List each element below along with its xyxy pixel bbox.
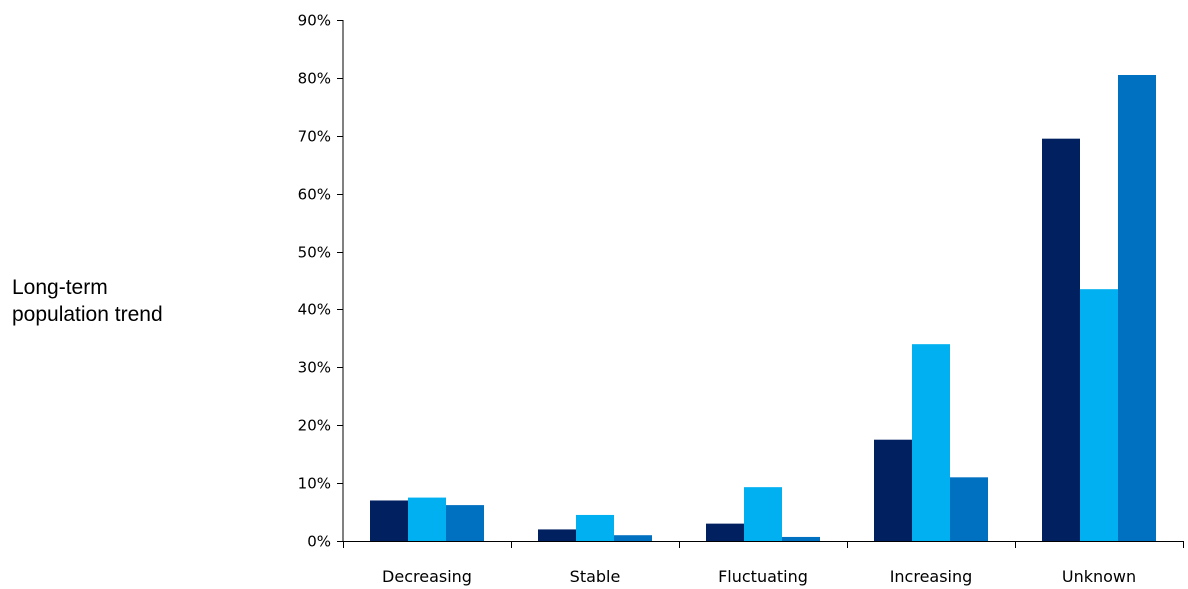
x-axis: Decreasing Stable Fluctuating Increasing Unk…: [343, 541, 1184, 586]
bar: [744, 487, 782, 541]
y-tick-label: 50%: [298, 244, 331, 262]
y-tick-label: 80%: [298, 70, 331, 88]
y-axis: 0% 10% 20% 30% 40% 50% 60% 70% 80% 90%: [298, 12, 344, 551]
y-tick-label: 20%: [298, 417, 331, 435]
bar: [538, 529, 576, 541]
x-tick-label: Fluctuating: [718, 567, 808, 586]
y-tick-label: 30%: [298, 359, 331, 377]
bar: [370, 500, 408, 541]
y-tick-label: 0%: [307, 533, 331, 551]
x-tick-label: Increasing: [890, 567, 973, 586]
x-tick-label: Stable: [570, 567, 621, 586]
bar: [408, 497, 446, 541]
bar: [706, 523, 744, 541]
bar: [576, 514, 614, 541]
bar: [782, 536, 820, 541]
bars: [370, 74, 1156, 541]
y-tick-label: 40%: [298, 301, 331, 319]
y-tick-label: 60%: [298, 186, 331, 204]
bar: [912, 344, 950, 541]
bar: [446, 505, 484, 541]
bar: [1080, 289, 1118, 541]
x-tick-label: Decreasing: [382, 567, 472, 586]
bar: [614, 535, 652, 541]
bar: [950, 477, 988, 541]
y-tick-label: 70%: [298, 128, 331, 146]
y-tick-label: 90%: [298, 12, 331, 30]
y-axis-label: Long-term population trend: [12, 276, 163, 326]
bar: [874, 439, 912, 541]
bar: [1042, 138, 1080, 541]
x-tick-label: Unknown: [1062, 567, 1136, 586]
y-tick-label: 10%: [298, 475, 331, 493]
bar: [1118, 74, 1156, 541]
